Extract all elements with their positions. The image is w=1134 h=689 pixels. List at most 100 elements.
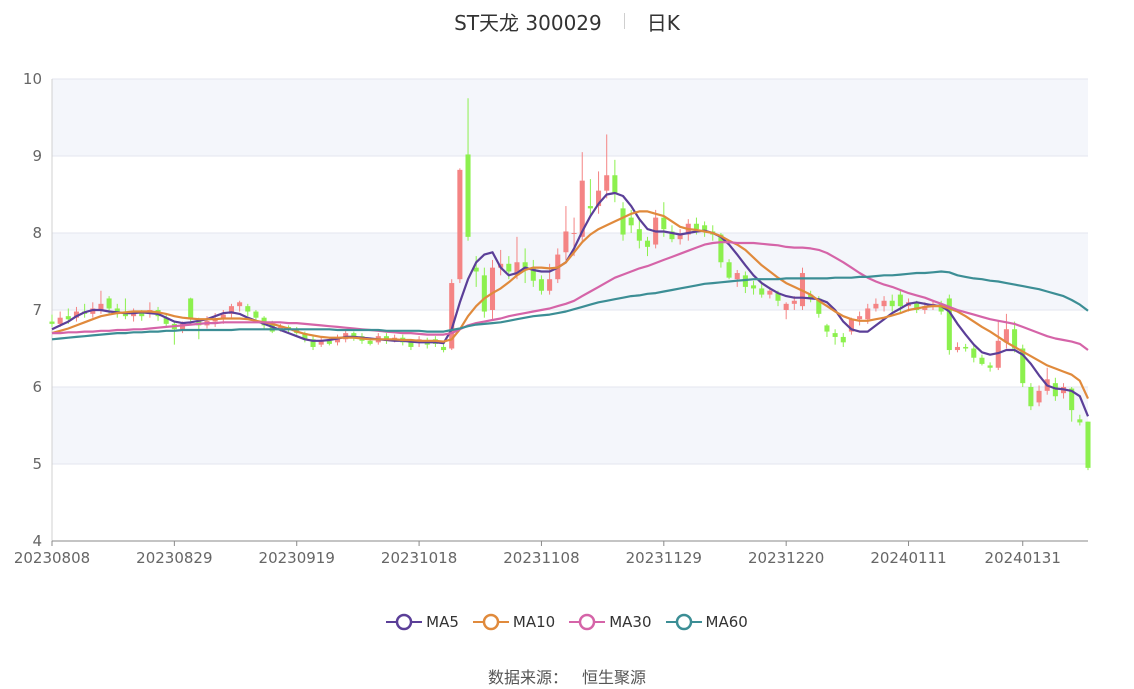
legend-label: MA60: [705, 613, 748, 631]
candle: [106, 298, 112, 309]
grid-band: [52, 233, 1088, 310]
chart-title: ST天龙 300029 日K: [0, 6, 1134, 36]
candle: [873, 303, 879, 309]
candle: [995, 340, 1001, 368]
candle: [922, 306, 928, 310]
legend-item-ma30[interactable]: MA30: [569, 612, 652, 632]
candle: [702, 225, 708, 232]
candle: [734, 273, 740, 280]
candle: [449, 283, 455, 349]
candle: [522, 262, 528, 268]
grid-band: [52, 387, 1088, 464]
candle: [767, 290, 773, 295]
y-tick-label: 10: [23, 70, 42, 88]
candle: [938, 303, 944, 312]
ma-line-ma30: [52, 241, 1089, 351]
x-tick-label: 20240131: [985, 549, 1061, 567]
candle: [1003, 329, 1009, 343]
x-tick-label: 20230808: [14, 549, 90, 567]
candle: [636, 229, 642, 241]
x-tick-label: 20230919: [259, 549, 335, 567]
candle: [832, 333, 838, 337]
candle: [914, 302, 920, 310]
y-tick-label: 4: [32, 532, 42, 550]
x-tick-label: 20231108: [503, 549, 579, 567]
candle: [547, 279, 553, 291]
candle: [897, 294, 903, 307]
candle: [302, 333, 308, 340]
candle: [237, 302, 243, 307]
candle: [881, 300, 887, 307]
ma-line-ma10: [51, 210, 1089, 400]
legend-line-circle-icon: [386, 613, 423, 631]
candle: [1028, 387, 1034, 407]
legend-label: MA5: [426, 613, 459, 631]
candle: [220, 314, 226, 320]
legend-item-ma10[interactable]: MA10: [472, 612, 556, 632]
candle: [963, 346, 969, 349]
candle: [253, 311, 259, 318]
candle: [489, 267, 496, 310]
candle: [65, 316, 71, 320]
candle: [865, 308, 871, 320]
candle: [979, 357, 985, 364]
legend-line-circle-icon: [665, 613, 702, 631]
candle: [57, 317, 63, 324]
candle: [139, 313, 145, 317]
candle: [90, 308, 96, 314]
legend-label: MA10: [512, 613, 556, 631]
candle: [131, 313, 137, 317]
candle: [1052, 383, 1058, 397]
candle: [677, 234, 683, 240]
x-tick-label: 20240111: [870, 549, 946, 567]
ma-line-ma5: [51, 191, 1090, 417]
candle: [759, 288, 765, 295]
candle: [114, 308, 120, 314]
title-separator: [623, 13, 625, 29]
grid-band: [52, 79, 1088, 156]
legend: MA5 MA10 MA30 MA60: [0, 612, 1134, 632]
candle: [530, 267, 536, 281]
candle: [954, 346, 961, 351]
candle: [408, 342, 414, 347]
ma-line-ma60: [51, 270, 1089, 341]
source-value: 恒生聚源: [582, 668, 647, 687]
x-tick-label: 20231018: [381, 549, 457, 567]
legend-item-ma5[interactable]: MA5: [386, 612, 459, 632]
candle: [579, 180, 585, 237]
y-tick-label: 8: [32, 224, 42, 242]
candle: [1085, 421, 1091, 468]
candle: [816, 298, 822, 314]
candle: [1020, 348, 1026, 384]
candle: [212, 319, 218, 322]
candle: [669, 231, 675, 240]
candle: [661, 217, 667, 230]
candle: [857, 316, 863, 320]
candle: [971, 348, 977, 358]
candle: [1069, 388, 1075, 411]
candle: [367, 340, 373, 344]
candle: [693, 223, 699, 230]
candle: [791, 300, 797, 304]
candle: [188, 298, 194, 320]
legend-line-circle-icon: [472, 613, 509, 631]
candle: [1012, 329, 1018, 349]
legend-item-ma60[interactable]: MA60: [665, 612, 748, 632]
candle: [587, 206, 593, 209]
candle: [473, 267, 479, 272]
candle: [179, 323, 186, 330]
candle: [620, 208, 626, 235]
candle: [612, 175, 618, 193]
candle: [775, 293, 781, 301]
candle: [506, 263, 512, 272]
candle: [596, 190, 602, 207]
candle: [751, 285, 757, 289]
candle: [481, 275, 487, 312]
source-label: 数据来源：: [487, 668, 568, 687]
candle: [1077, 419, 1083, 423]
y-tick-label: 6: [32, 378, 42, 396]
candle: [644, 240, 651, 247]
candle: [824, 325, 830, 332]
data-source: 数据来源： 恒生聚源: [0, 664, 1134, 688]
